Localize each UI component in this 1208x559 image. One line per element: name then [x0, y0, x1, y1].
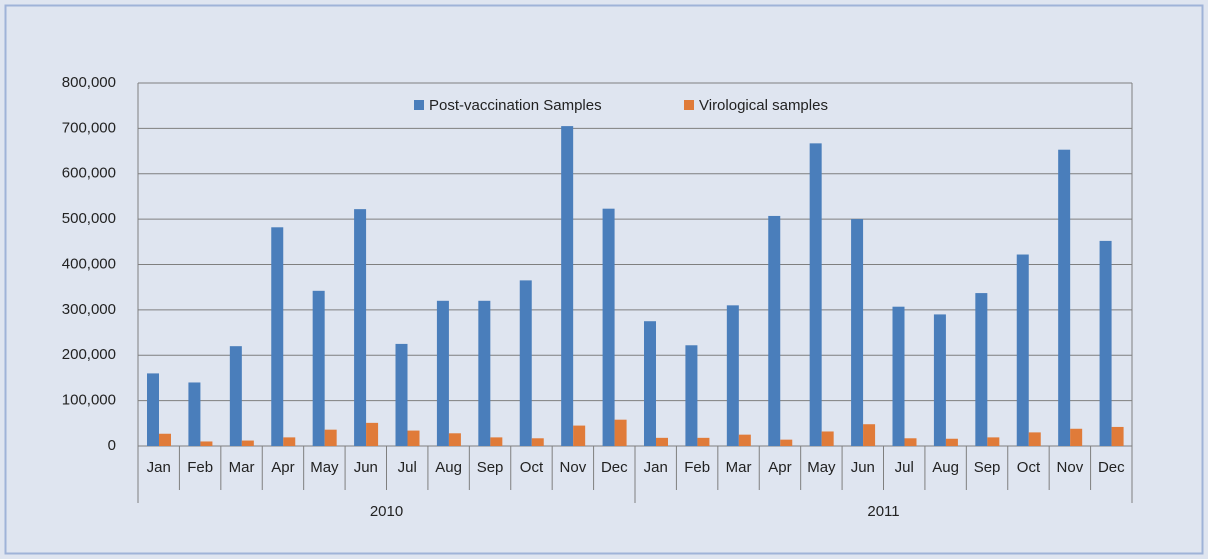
bar	[987, 437, 1000, 446]
bar	[1099, 240, 1112, 446]
legend-label: Virological samples	[699, 97, 828, 114]
bar	[561, 126, 574, 446]
bar	[863, 424, 876, 446]
x-tick-label: Feb	[187, 459, 213, 476]
bar	[324, 429, 337, 446]
bar	[975, 293, 988, 446]
x-tick-label: Mar	[229, 459, 255, 476]
x-group-label: 2011	[867, 503, 899, 520]
x-tick-label: Sep	[477, 459, 504, 476]
bar	[531, 438, 544, 446]
legend-swatch	[414, 100, 424, 110]
bar	[283, 437, 296, 446]
bar	[1016, 254, 1029, 446]
x-tick-label: Aug	[932, 459, 959, 476]
y-tick-label: 600,000	[62, 165, 116, 182]
bar	[312, 290, 325, 446]
x-tick-label: Jan	[644, 459, 668, 476]
bar	[159, 433, 171, 446]
bar	[904, 438, 917, 446]
x-tick-label: Jul	[398, 459, 417, 476]
bar	[241, 440, 254, 446]
bar	[780, 439, 793, 446]
bar	[1111, 426, 1124, 446]
x-tick-label: Oct	[1017, 459, 1041, 476]
bar	[892, 306, 905, 446]
bar	[188, 382, 201, 446]
bar	[614, 419, 627, 446]
y-tick-label: 100,000	[62, 392, 116, 409]
bar	[809, 143, 822, 446]
x-tick-label: Jun	[354, 459, 378, 476]
x-tick-label: May	[310, 459, 339, 476]
y-tick-label: 0	[108, 437, 116, 454]
bar	[1070, 428, 1083, 446]
y-tick-label: 800,000	[62, 74, 116, 91]
legend-swatch	[684, 100, 694, 110]
x-tick-label: Dec	[601, 459, 628, 476]
bar	[738, 434, 751, 446]
y-tick-label: 500,000	[62, 210, 116, 227]
x-group-label: 2010	[370, 503, 403, 520]
x-tick-label: Dec	[1098, 459, 1125, 476]
x-tick-label: Apr	[271, 459, 294, 476]
x-tick-label: Oct	[520, 459, 544, 476]
x-tick-label: Aug	[435, 459, 462, 476]
bar	[1028, 432, 1041, 446]
x-tick-label: Jan	[147, 459, 171, 476]
legend-label: Post-vaccination Samples	[429, 97, 602, 114]
bar	[395, 343, 408, 446]
bar	[821, 431, 834, 446]
bar	[200, 441, 213, 446]
bar	[490, 437, 503, 446]
bar	[602, 208, 615, 446]
bar	[448, 433, 461, 446]
x-tick-label: May	[807, 459, 836, 476]
bar	[407, 430, 420, 446]
bar	[436, 300, 449, 446]
x-tick-label: Jul	[895, 459, 914, 476]
bar	[851, 219, 864, 446]
bar	[1058, 149, 1071, 447]
x-tick-label: Apr	[768, 459, 791, 476]
bar	[697, 437, 710, 446]
y-tick-label: 700,000	[62, 119, 116, 136]
bar	[573, 425, 586, 446]
x-tick-label: Jun	[851, 459, 875, 476]
bar	[366, 422, 379, 446]
bar	[271, 227, 284, 446]
bar	[933, 314, 946, 446]
y-tick-label: 200,000	[62, 346, 116, 363]
bar	[478, 300, 491, 446]
bar	[726, 305, 739, 446]
bar	[354, 209, 367, 446]
bar	[229, 346, 242, 446]
y-tick-label: 300,000	[62, 301, 116, 318]
x-tick-label: Nov	[560, 459, 587, 476]
x-tick-label: Nov	[1057, 459, 1084, 476]
bar	[768, 215, 781, 446]
bar	[644, 321, 656, 446]
x-tick-label: Mar	[726, 459, 752, 476]
x-tick-label: Feb	[684, 459, 710, 476]
x-tick-label: Sep	[974, 459, 1001, 476]
bar	[519, 280, 532, 446]
bar	[656, 437, 668, 446]
bar	[945, 438, 958, 446]
bar	[685, 345, 698, 446]
bar	[147, 373, 159, 446]
y-tick-label: 400,000	[62, 255, 116, 272]
